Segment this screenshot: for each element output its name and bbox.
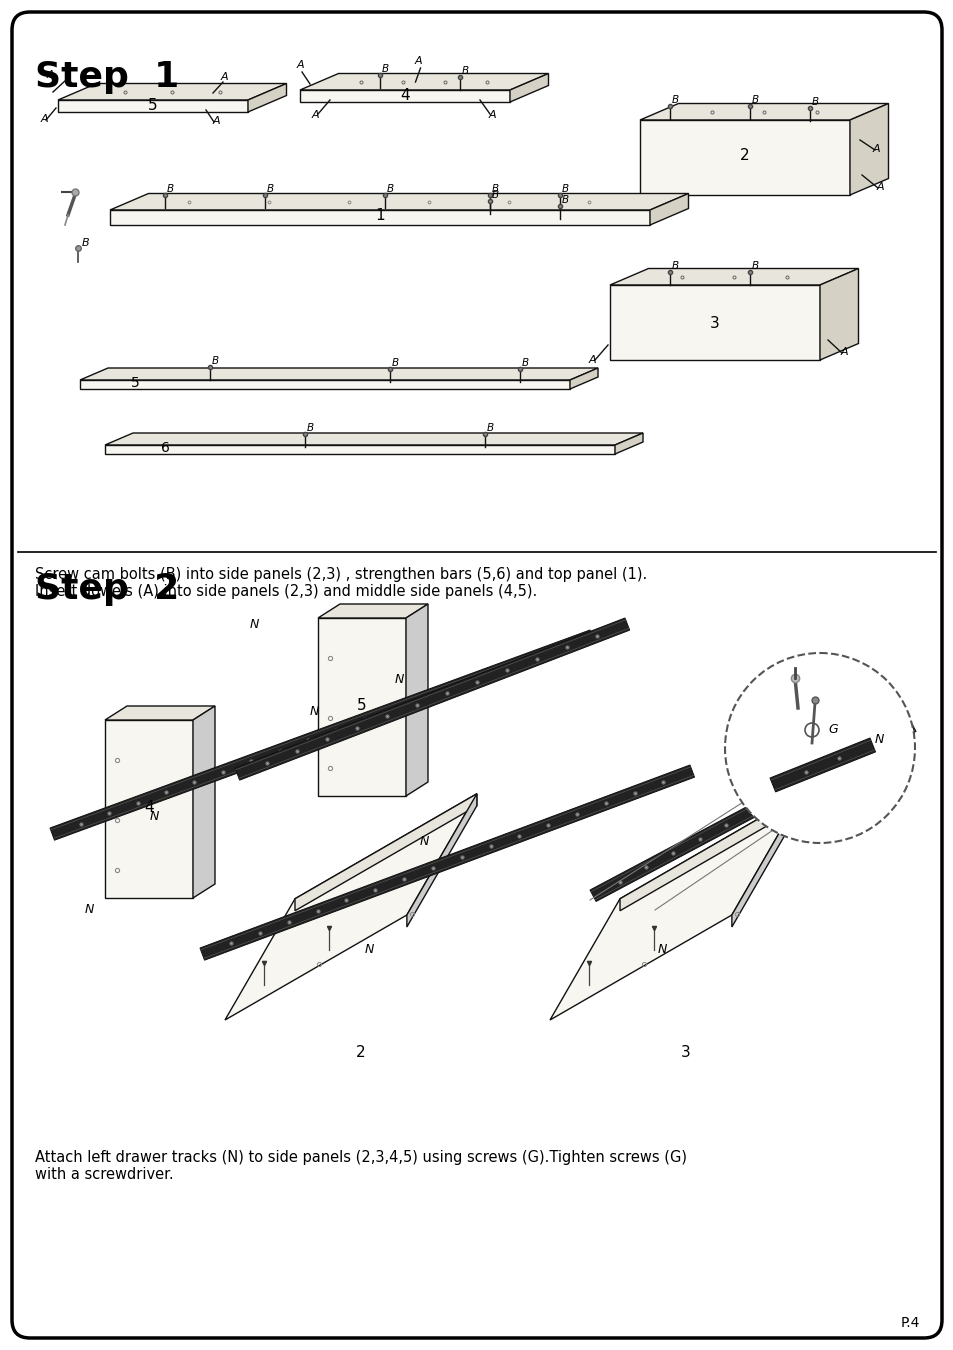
Text: 4: 4 — [144, 801, 153, 815]
Polygon shape — [619, 794, 801, 911]
Text: N: N — [658, 944, 667, 956]
Text: A: A — [875, 182, 882, 192]
Polygon shape — [299, 73, 548, 90]
Text: Step  2: Step 2 — [35, 572, 179, 606]
Text: B: B — [811, 97, 819, 107]
Polygon shape — [234, 618, 629, 780]
Text: A: A — [295, 59, 303, 70]
Text: B: B — [461, 66, 469, 76]
Polygon shape — [569, 369, 598, 389]
Polygon shape — [639, 120, 849, 194]
Polygon shape — [649, 193, 688, 225]
Polygon shape — [550, 794, 801, 1021]
Text: N: N — [150, 810, 159, 824]
Polygon shape — [80, 369, 598, 379]
Text: N: N — [395, 674, 404, 686]
Text: 2: 2 — [740, 147, 749, 162]
Polygon shape — [200, 765, 694, 960]
Text: 4: 4 — [399, 88, 410, 103]
Text: A: A — [415, 55, 422, 66]
Polygon shape — [105, 706, 214, 720]
Text: 5: 5 — [148, 97, 157, 112]
Text: 5: 5 — [356, 698, 366, 714]
Text: B: B — [671, 261, 679, 271]
Text: N: N — [310, 705, 319, 718]
Text: B: B — [267, 184, 274, 194]
Text: A: A — [46, 70, 53, 80]
Text: B: B — [492, 184, 498, 194]
Text: G: G — [827, 724, 837, 736]
Polygon shape — [317, 603, 428, 618]
Polygon shape — [820, 269, 858, 360]
Text: B: B — [521, 358, 529, 369]
Polygon shape — [609, 285, 820, 360]
Text: N: N — [764, 790, 774, 803]
Text: 1: 1 — [375, 208, 384, 224]
Text: B: B — [381, 63, 389, 74]
Polygon shape — [639, 104, 887, 120]
Polygon shape — [105, 720, 193, 898]
Text: 5: 5 — [131, 377, 139, 390]
Text: A: A — [40, 113, 48, 124]
Text: 6: 6 — [160, 441, 170, 455]
Polygon shape — [193, 706, 214, 898]
Text: B: B — [751, 95, 759, 105]
Polygon shape — [615, 433, 642, 454]
Polygon shape — [849, 104, 887, 194]
Polygon shape — [248, 84, 286, 112]
Text: B: B — [212, 356, 219, 366]
Polygon shape — [609, 269, 858, 285]
Text: B: B — [167, 184, 174, 194]
Polygon shape — [58, 84, 286, 100]
Polygon shape — [299, 90, 510, 103]
Polygon shape — [225, 794, 476, 1021]
Polygon shape — [510, 73, 548, 103]
Polygon shape — [105, 446, 615, 454]
Text: B: B — [561, 194, 569, 205]
Text: B: B — [751, 261, 759, 271]
Text: B: B — [561, 184, 569, 194]
Circle shape — [724, 653, 914, 842]
Polygon shape — [769, 738, 875, 792]
Polygon shape — [589, 720, 915, 902]
Text: N: N — [250, 618, 259, 630]
Polygon shape — [105, 433, 642, 446]
Text: A: A — [840, 347, 847, 356]
Text: B: B — [392, 358, 398, 369]
Text: A: A — [588, 355, 596, 364]
Polygon shape — [50, 630, 594, 840]
Polygon shape — [294, 794, 476, 911]
Text: N: N — [365, 944, 374, 956]
Polygon shape — [406, 603, 428, 796]
Text: 3: 3 — [709, 316, 720, 331]
Text: A: A — [488, 109, 496, 120]
Polygon shape — [80, 379, 569, 389]
Text: B: B — [387, 184, 394, 194]
Text: B: B — [671, 95, 679, 105]
Text: N: N — [419, 836, 429, 848]
Text: 2: 2 — [355, 1045, 365, 1060]
Text: P.4: P.4 — [900, 1316, 919, 1330]
Text: B: B — [486, 423, 494, 433]
FancyBboxPatch shape — [12, 12, 941, 1338]
Text: Step  1: Step 1 — [35, 59, 179, 95]
Text: B: B — [492, 190, 498, 200]
Polygon shape — [110, 193, 688, 211]
Text: A: A — [220, 72, 228, 82]
Text: B: B — [307, 423, 314, 433]
Text: 3: 3 — [680, 1045, 690, 1060]
Text: A: A — [311, 109, 318, 120]
Text: N: N — [85, 903, 94, 917]
Text: N: N — [874, 733, 883, 747]
Polygon shape — [406, 794, 476, 927]
Text: A: A — [212, 116, 219, 126]
Polygon shape — [58, 100, 248, 112]
Text: B: B — [82, 238, 90, 248]
Polygon shape — [731, 794, 801, 927]
Text: Screw cam bolts (B) into side panels (2,3) , strengthen bars (5,6) and top panel: Screw cam bolts (B) into side panels (2,… — [35, 567, 646, 599]
Polygon shape — [317, 618, 406, 796]
Polygon shape — [110, 211, 649, 225]
Text: Attach left drawer tracks (N) to side panels (2,3,4,5) using screws (G).Tighten : Attach left drawer tracks (N) to side pa… — [35, 1150, 686, 1183]
Text: A: A — [871, 144, 879, 154]
